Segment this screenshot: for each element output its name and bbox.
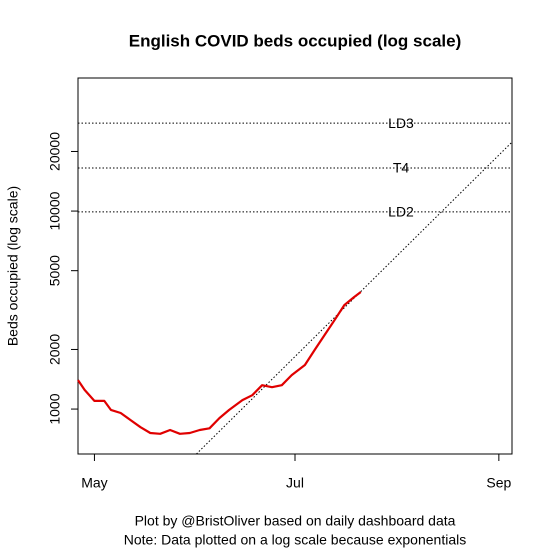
- y-tick-label: 2000: [47, 334, 63, 365]
- data-line: [77, 291, 362, 435]
- reference-label: T4: [393, 160, 410, 176]
- footer-line: Note: Data plotted on a log scale becaus…: [124, 532, 466, 548]
- reference-label: LD2: [388, 204, 414, 220]
- y-tick-label: 5000: [47, 255, 63, 286]
- plot-frame: [77, 77, 513, 455]
- x-tick-label: May: [81, 475, 107, 491]
- footer-line: Plot by @BristOliver based on daily dash…: [135, 513, 456, 529]
- y-tick-label: 10000: [47, 191, 63, 230]
- y-axis-label: Beds occupied (log scale): [5, 186, 21, 346]
- reference-label: LD3: [388, 115, 414, 131]
- y-tick-label: 20000: [47, 132, 63, 171]
- x-tick-label: Sep: [486, 475, 511, 491]
- y-tick-label: 1000: [47, 393, 63, 424]
- chart-title: English COVID beds occupied (log scale): [129, 31, 462, 50]
- x-tick-label: Jul: [286, 475, 304, 491]
